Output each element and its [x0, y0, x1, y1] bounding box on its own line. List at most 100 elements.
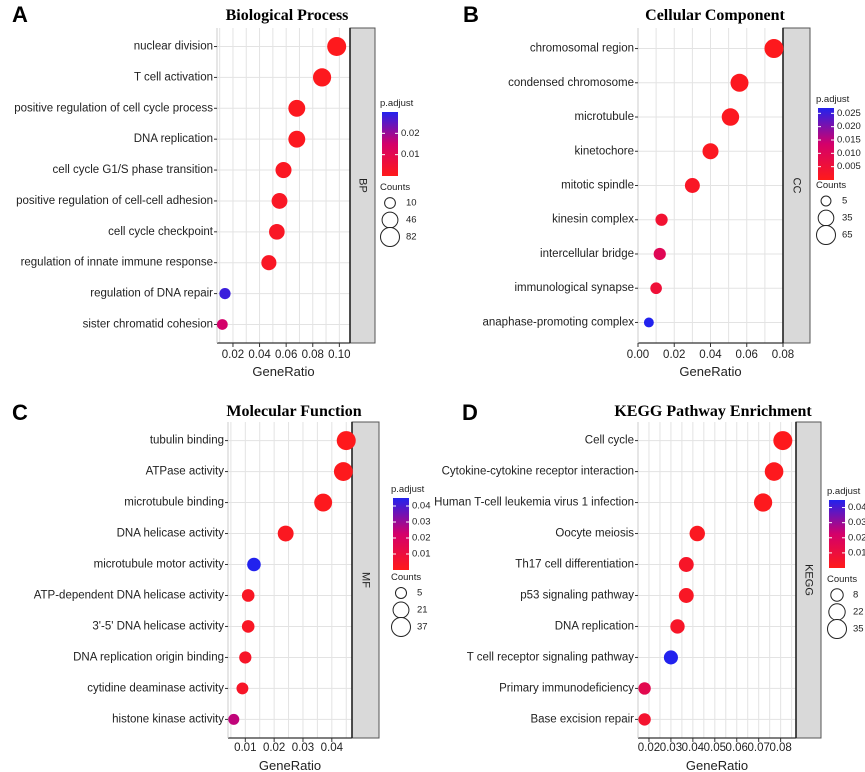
data-point	[678, 557, 694, 572]
data-point	[275, 162, 292, 179]
chart-title: Molecular Function	[226, 403, 361, 420]
legend: p.adjust 0.01 0.02 0.03 0.04 Counts 8 22 35	[827, 486, 865, 639]
x-tick-label: 0.04	[699, 349, 722, 361]
legend-size-title: Counts	[827, 574, 857, 585]
data-point	[336, 431, 356, 451]
category-label: chromosomal region	[530, 43, 634, 55]
category-label: intercellular bridge	[540, 248, 634, 260]
x-tick-label: 0.02	[263, 742, 285, 754]
data-point	[241, 589, 255, 602]
x-tick-label: 0.00	[627, 349, 649, 361]
data-point	[764, 39, 784, 59]
category-label: Th17 cell differentiation	[515, 559, 634, 571]
size-legend-label: 22	[853, 607, 864, 618]
x-tick-label: 0.05	[704, 742, 726, 754]
data-point	[663, 650, 678, 665]
x-tick-label: 0.04	[248, 349, 271, 361]
category-label: condensed chromosome	[508, 77, 634, 89]
facet-strip	[782, 27, 811, 344]
facet-strip	[795, 421, 822, 739]
category-label: microtubule motor activity	[94, 559, 225, 571]
color-bar-label: 0.010	[837, 148, 861, 159]
facet-label: KEGG	[803, 564, 815, 596]
legend-size-title: Counts	[380, 182, 410, 193]
panel-letter: C	[12, 400, 28, 425]
size-legend-circle	[394, 586, 408, 600]
x-tick-label: 0.04	[321, 742, 344, 754]
legend-color-title: p.adjust	[391, 484, 425, 495]
data-point	[288, 99, 306, 117]
category-label: Cytokine-cytokine receptor interaction	[442, 466, 634, 478]
data-point	[684, 178, 700, 193]
size-legend-circle	[381, 211, 399, 229]
category-label: cell cycle G1/S phase transition	[53, 164, 213, 176]
category-label: DNA replication origin binding	[73, 651, 224, 663]
size-legend-label: 37	[417, 622, 428, 633]
color-bar-label: 0.03	[412, 517, 431, 528]
data-point	[241, 620, 255, 633]
category-label: anaphase-promoting complex	[482, 316, 634, 328]
data-point	[312, 68, 332, 87]
color-bar-label: 0.01	[401, 149, 420, 160]
category-label: T cell activation	[134, 71, 213, 83]
x-tick-label: 0.02	[663, 349, 685, 361]
data-point	[219, 287, 231, 300]
x-axis-label: GeneRatio	[259, 758, 321, 772]
size-legend-circle	[830, 588, 844, 602]
facet-strip	[349, 27, 376, 344]
data-point	[228, 713, 240, 725]
color-bar	[829, 500, 845, 568]
data-point	[702, 143, 719, 160]
category-label: positive regulation of cell-cell adhesio…	[16, 195, 213, 207]
x-axis-label: GeneRatio	[686, 758, 748, 772]
size-legend-label: 46	[406, 215, 417, 226]
color-bar-label: 0.02	[412, 533, 431, 544]
size-legend-label: 65	[842, 230, 853, 241]
x-tick-label: 0.08	[302, 349, 324, 361]
category-label: histone kinase activity	[112, 713, 224, 725]
legend: p.adjust 0.005 0.010 0.015 0.020 0.025 Counts 5…	[816, 94, 861, 245]
data-point	[773, 431, 793, 451]
data-point	[327, 37, 347, 57]
data-point	[239, 651, 252, 664]
x-axis-label: GeneRatio	[252, 364, 314, 379]
x-tick-label: 0.06	[275, 349, 297, 361]
data-point	[753, 493, 773, 512]
category-label: ATP-dependent DNA helicase activity	[34, 589, 225, 601]
chart-title: Biological Process	[226, 7, 349, 24]
data-point	[643, 317, 654, 328]
size-legend-label: 35	[842, 213, 853, 224]
category-label: cytidine deaminase activity	[87, 682, 224, 694]
category-label: DNA replication	[555, 620, 634, 632]
x-tick-label: 0.02	[638, 742, 660, 754]
category-label: immunological synapse	[514, 282, 634, 294]
color-bar	[393, 498, 409, 570]
category-label: regulation of innate immune response	[21, 257, 213, 269]
data-point	[261, 255, 277, 271]
size-legend-circle	[820, 195, 832, 207]
data-point	[247, 557, 261, 572]
size-legend-label: 82	[406, 232, 417, 243]
color-bar-label: 0.04	[848, 502, 865, 513]
data-point	[333, 462, 353, 481]
x-axis-label: GeneRatio	[679, 364, 741, 379]
color-bar-label: 0.025	[837, 108, 861, 119]
size-legend-circle	[380, 227, 400, 247]
data-point	[638, 682, 651, 695]
x-tick-label: 0.01	[234, 742, 256, 754]
category-label: Human T-cell leukemia virus 1 infection	[434, 497, 634, 509]
size-legend-circle	[391, 617, 411, 637]
color-bar-label: 0.03	[848, 517, 865, 528]
size-legend-circle	[817, 209, 835, 227]
category-label: positive regulation of cell cycle proces…	[14, 102, 213, 114]
size-legend-circle	[384, 197, 396, 209]
panel-b: B Cellular Component CC 0.00 0.02 0.04 0.06 0.0…	[463, 2, 861, 379]
data-point	[655, 213, 668, 226]
size-legend-label: 10	[406, 198, 417, 209]
data-point	[764, 462, 784, 481]
panel-letter: A	[12, 2, 28, 27]
category-label: kinetochore	[575, 145, 634, 157]
